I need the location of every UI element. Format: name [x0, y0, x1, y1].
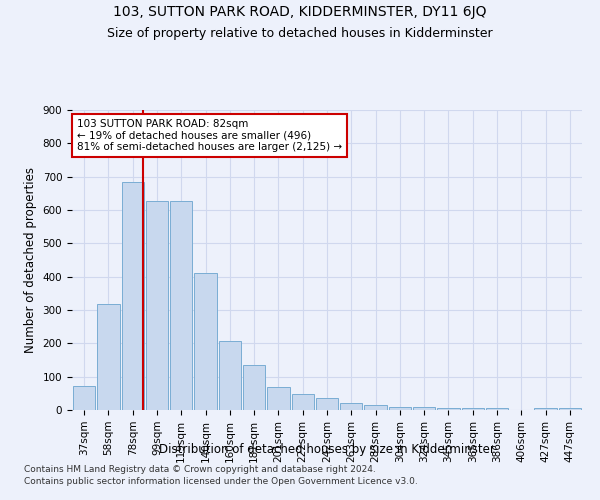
Text: 103, SUTTON PARK ROAD, KIDDERMINSTER, DY11 6JQ: 103, SUTTON PARK ROAD, KIDDERMINSTER, DY…	[113, 5, 487, 19]
Bar	[73, 386, 95, 410]
Bar	[218, 341, 241, 410]
Bar	[389, 408, 411, 410]
Y-axis label: Number of detached properties: Number of detached properties	[24, 167, 37, 353]
Bar	[97, 304, 119, 410]
Bar	[194, 274, 217, 410]
Bar	[267, 388, 290, 410]
Bar	[486, 408, 508, 410]
Text: Size of property relative to detached houses in Kidderminster: Size of property relative to detached ho…	[107, 28, 493, 40]
Bar	[170, 200, 193, 410]
Text: Contains public sector information licensed under the Open Government Licence v3: Contains public sector information licen…	[24, 478, 418, 486]
Text: Distribution of detached houses by size in Kidderminster: Distribution of detached houses by size …	[159, 442, 495, 456]
Bar	[122, 182, 144, 410]
Bar	[437, 408, 460, 410]
Bar	[461, 408, 484, 410]
Bar	[340, 402, 362, 410]
Bar	[243, 365, 265, 410]
Bar	[364, 405, 387, 410]
Bar	[146, 200, 168, 410]
Text: 103 SUTTON PARK ROAD: 82sqm
← 19% of detached houses are smaller (496)
81% of se: 103 SUTTON PARK ROAD: 82sqm ← 19% of det…	[77, 119, 342, 152]
Bar	[292, 394, 314, 410]
Bar	[316, 398, 338, 410]
Bar	[535, 408, 557, 410]
Text: Contains HM Land Registry data © Crown copyright and database right 2024.: Contains HM Land Registry data © Crown c…	[24, 465, 376, 474]
Bar	[413, 408, 436, 410]
Bar	[559, 408, 581, 410]
